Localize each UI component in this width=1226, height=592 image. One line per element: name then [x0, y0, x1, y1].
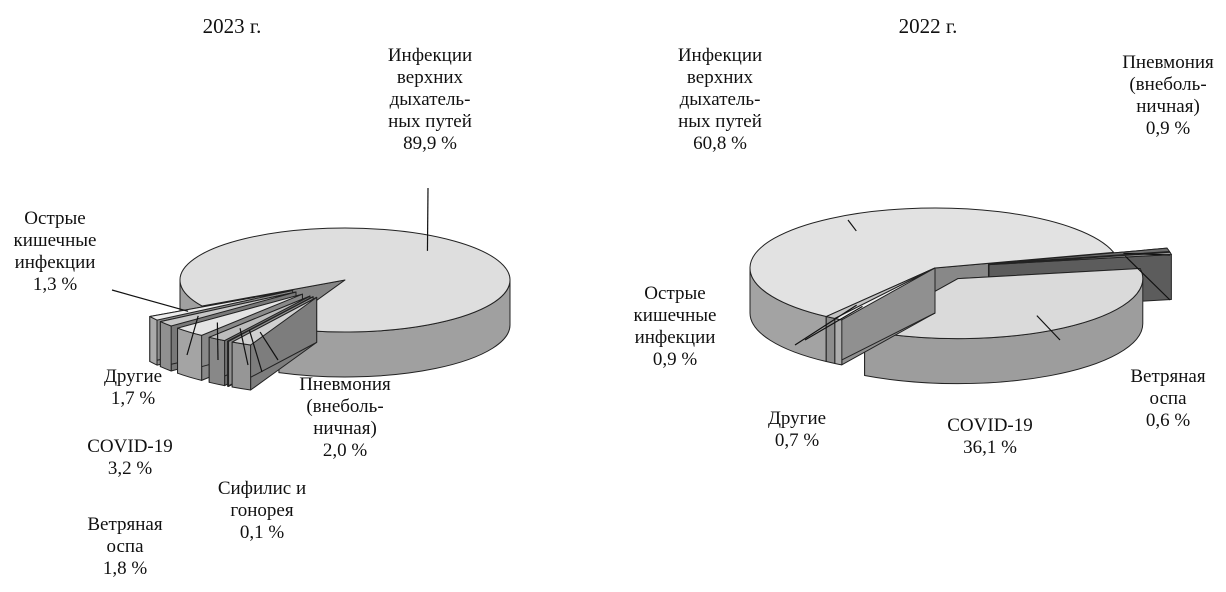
slice-name: Пневмония (внеболь- ничная) — [299, 374, 391, 439]
slice-label: Пневмония (внеболь- ничная) 2,0 % — [299, 374, 391, 462]
slice-wall — [231, 341, 252, 391]
slice-top — [987, 247, 1171, 265]
slice-label: COVID-19 36,1 % — [947, 415, 1033, 459]
slice-top — [227, 296, 314, 342]
slice-label: Острые кишечные инфекции 1,3 % — [14, 208, 97, 296]
slice-value: 60,8 % — [693, 133, 747, 154]
slice-name: COVID-19 — [87, 436, 173, 457]
leader-line — [1036, 315, 1061, 341]
pie-slice — [834, 267, 936, 366]
slice-wall — [834, 317, 843, 366]
slice-name: Ветряная оспа — [87, 514, 163, 557]
slice-value: 36,1 % — [963, 437, 1017, 458]
slice-label: Другие 0,7 % — [768, 408, 826, 452]
leader-line — [111, 289, 189, 312]
slice-value: 89,9 % — [403, 133, 457, 154]
slice-top — [749, 207, 1115, 318]
leader-line — [804, 305, 863, 341]
chart-title: 2022 г. — [898, 14, 958, 38]
slice-value: 3,2 % — [107, 458, 153, 479]
slice-value: 2,0 % — [322, 440, 368, 461]
leader-line — [1124, 255, 1171, 301]
leader-line — [794, 304, 857, 346]
pie-slice — [231, 296, 318, 391]
slice-wall — [149, 315, 158, 366]
slice-label: Ветряная оспа 0,6 % — [1130, 366, 1205, 432]
pie-slice — [864, 268, 1144, 385]
slice-name: Ветряная оспа — [1130, 366, 1206, 409]
slice-top — [231, 296, 318, 346]
slice-value: 1,7 % — [110, 388, 156, 409]
slice-label: Другие 1,7 % — [104, 366, 162, 410]
leader-line — [426, 187, 429, 251]
slice-name: Другие — [103, 366, 163, 387]
slice-name: Пневмония (внеболь- ничная) — [1122, 52, 1214, 117]
slice-label: Ветряная оспа 1,8 % — [87, 514, 162, 580]
slice-top — [864, 268, 1144, 340]
slice-label: COVID-19 3,2 % — [87, 436, 173, 480]
slice-value: 0,7 % — [774, 430, 820, 451]
slice-top — [159, 291, 297, 327]
leader-line — [1123, 252, 1171, 256]
slice-value: 1,3 % — [32, 274, 78, 295]
slice-name: Инфекции верхних дыхатель- ных путей — [677, 45, 763, 132]
slice-name: Острые кишечные инфекции — [633, 283, 717, 348]
slice-top — [177, 293, 303, 336]
slice-value: 0,9 % — [1145, 118, 1191, 139]
slice-label: Сифилис и гонорея 0,1 % — [218, 478, 306, 544]
slice-top — [179, 227, 511, 333]
slice-label: Пневмония (внеболь- ничная) 0,9 % — [1122, 52, 1214, 140]
leader-line — [847, 219, 857, 232]
slice-wall — [208, 336, 226, 387]
slice-label: Инфекции верхних дыхатель- ных путей 89,9… — [388, 45, 472, 155]
slice-top — [988, 251, 1172, 266]
leader-line — [186, 315, 199, 356]
slice-name: Инфекции верхних дыхатель- ных путей — [387, 45, 473, 132]
slice-wall — [227, 340, 230, 387]
slice-value: 0,1 % — [239, 522, 285, 543]
slice-top — [834, 267, 936, 321]
slice-value: 1,8 % — [102, 558, 148, 579]
slice-wall — [159, 321, 172, 372]
slice-top — [208, 295, 311, 342]
slice-label: Инфекции верхних дыхатель- ных путей 60,8… — [678, 45, 762, 155]
leader-line — [259, 331, 279, 361]
leader-line — [239, 328, 249, 366]
slice-name: Другие — [767, 408, 827, 429]
slice-name: Острые кишечные инфекции — [13, 208, 97, 273]
leader-line — [248, 330, 263, 373]
slice-top — [149, 289, 294, 321]
slice-wall — [177, 327, 203, 381]
slice-value: 0,6 % — [1145, 410, 1191, 431]
chart-title: 2023 г. — [202, 14, 262, 38]
slice-name: COVID-19 — [947, 415, 1033, 436]
slice-name: Сифилис и гонорея — [217, 478, 307, 521]
slice-label: Острые кишечные инфекции 0,9 % — [634, 283, 717, 371]
slice-value: 0,9 % — [652, 349, 698, 370]
leader-line — [216, 322, 219, 361]
